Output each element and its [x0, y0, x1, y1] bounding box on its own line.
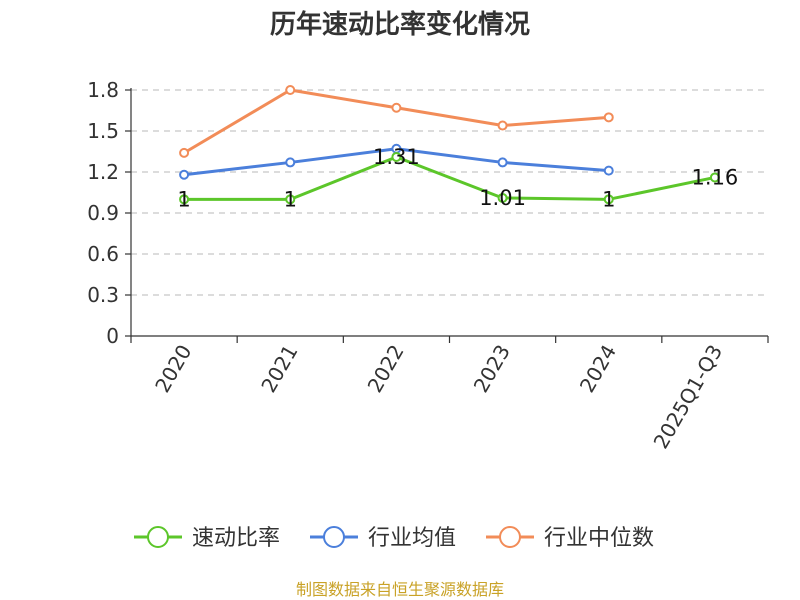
legend-marker: [499, 526, 521, 548]
legend-item-2: 行业均值: [310, 526, 456, 551]
y-tick-label: 0.3: [87, 283, 119, 307]
legend-item-3: 行业中位数: [486, 526, 654, 551]
x-tick-label: 2025Q1-Q3: [649, 341, 728, 453]
data-point: [497, 192, 508, 203]
y-tick-label: 0.9: [87, 201, 119, 225]
x-tick-label: 2020: [150, 341, 196, 397]
legend-label: 行业均值: [368, 526, 456, 551]
data-point: [709, 172, 720, 183]
data-point: [285, 194, 296, 205]
data-point: [179, 194, 190, 205]
y-tick-label: 1.8: [87, 78, 119, 102]
data-point: [285, 157, 296, 168]
axes: 0 0.3 0.6 0.9 1.2 1.5 1.8 2020 2021 2022 2023 2024 2…: [87, 78, 769, 453]
data-label: 1: [602, 187, 615, 211]
legend-marker: [323, 526, 345, 548]
data-point: [603, 194, 614, 205]
legend-label: 行业中位数: [544, 526, 654, 551]
series-line-1: [184, 155, 716, 201]
series-line-3: [183, 88, 609, 155]
data-label: 1.01: [479, 186, 526, 210]
data-point: [391, 102, 402, 113]
y-tick-label: 1.2: [87, 160, 119, 184]
source-note: 制图数据来自恒生聚源数据库: [296, 580, 504, 599]
x-tick-label: 2021: [256, 341, 302, 397]
y-tick-label: 0.6: [87, 242, 119, 266]
data-point: [391, 151, 402, 162]
data-label: 1.31: [373, 145, 420, 169]
legend: 速动比率 行业均值 行业中位数: [134, 526, 654, 551]
data-labels: 1 1 1.31 1.01 1 1.16: [177, 145, 738, 211]
x-tick-label: 2024: [575, 341, 621, 397]
data-label: 1: [177, 187, 190, 211]
data-point: [179, 147, 190, 158]
x-tick-label: 2022: [363, 341, 409, 397]
series-group: [179, 85, 720, 205]
data-point: [285, 85, 296, 95]
chart-title: 历年速动比率变化情况: [270, 9, 530, 40]
data-point: [603, 112, 614, 123]
data-point: [179, 169, 190, 180]
data-label: 1: [284, 187, 297, 211]
data-point: [497, 120, 508, 131]
y-tick-label: 0: [106, 324, 119, 348]
x-tick-label: 2023: [469, 341, 515, 397]
legend-marker: [147, 526, 169, 548]
legend-label: 速动比率: [192, 526, 280, 551]
legend-item-1: 速动比率: [134, 526, 280, 551]
grid-lines: [131, 89, 768, 296]
y-tick-label: 1.5: [87, 119, 119, 143]
data-label: 1.16: [692, 165, 739, 189]
data-point: [603, 165, 614, 176]
data-point: [497, 157, 508, 168]
